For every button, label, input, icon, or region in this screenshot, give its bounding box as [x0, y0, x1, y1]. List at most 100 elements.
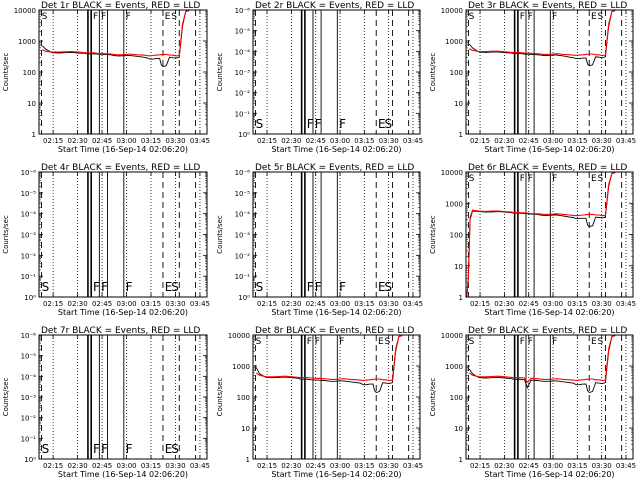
marker-letter: S	[469, 174, 475, 184]
y-tick-label: 1000	[445, 200, 463, 208]
marker-letter: F	[339, 280, 346, 294]
x-tick-label: 02:30	[494, 300, 514, 308]
x-tick-label: 03:15	[567, 137, 587, 145]
marker-letter: F	[339, 337, 344, 347]
x-axis-label: Start Time (16-Sep-14 02:06:20)	[58, 308, 188, 317]
x-tick-label: 02:30	[494, 137, 514, 145]
plot-frame	[252, 9, 421, 135]
x-tick-label: 03:15	[567, 462, 587, 470]
x-tick-label: 02:15	[43, 137, 63, 145]
y-tick-label: 10⁻¹	[235, 273, 251, 281]
y-tick-label: 100	[450, 394, 463, 402]
marker-letter: S	[598, 174, 604, 184]
y-tick-label: 10	[454, 263, 463, 271]
y-tick-label: 10⁻⁶	[235, 169, 251, 177]
y-tick-label: 100	[237, 394, 250, 402]
panel-det-7: Det 7r BLACK = Events, RED = LLD Counts/s…	[2, 326, 210, 479]
marker-letter: F	[307, 280, 314, 294]
y-tick-label: 100	[450, 69, 463, 77]
x-tick-label: 02:45	[519, 137, 539, 145]
y-tick-label: 10⁻⁶	[21, 169, 37, 177]
x-axis-label: Start Time (16-Sep-14 02:06:20)	[271, 145, 401, 154]
y-tick-label: 1	[459, 456, 463, 464]
marker-letter: E	[378, 117, 386, 131]
panel-det-4: Det 4r BLACK = Events, RED = LLD Counts/s…	[2, 163, 210, 317]
marker-letter: E	[378, 280, 386, 294]
marker-letter: S	[256, 117, 264, 131]
x-axis-label: Start Time (16-Sep-14 02:06:20)	[484, 145, 614, 154]
y-tick-label: 10⁻⁵	[21, 353, 37, 361]
y-axis-label: Counts/sec	[429, 378, 437, 417]
x-axis-label: Start Time (16-Sep-14 02:06:20)	[271, 470, 401, 479]
marker-letter: S	[385, 117, 393, 131]
y-tick-label: 10⁻⁵	[235, 28, 251, 36]
y-tick-label: 10	[454, 425, 463, 433]
x-tick-label: 03:30	[592, 137, 612, 145]
plot-frame	[252, 334, 421, 460]
panel-title: Det 2r BLACK = Events, RED = LLD	[255, 1, 414, 11]
plot-frame	[465, 334, 634, 460]
x-tick-label: 03:15	[354, 300, 374, 308]
marker-letter: E	[591, 12, 597, 22]
x-tick-label: 02:15	[257, 137, 277, 145]
y-tick-label: 1	[459, 294, 463, 302]
x-tick-label: 02:45	[306, 137, 326, 145]
y-tick-label: 10⁻⁴	[235, 48, 251, 56]
panel-det-5: Det 5r BLACK = Events, RED = LLD Counts/s…	[216, 163, 423, 317]
x-tick-label: 03:00	[543, 462, 563, 470]
x-tick-label: 03:15	[354, 462, 374, 470]
marker-letter: S	[42, 442, 50, 456]
y-tick-label: 1000	[18, 38, 36, 46]
y-tick-label: 10⁻¹	[235, 110, 251, 118]
y-axis-label: Counts/sec	[429, 215, 437, 254]
marker-letter: F	[552, 337, 557, 347]
y-tick-label: 10000	[14, 7, 36, 15]
marker-letter: F	[101, 442, 108, 456]
x-tick-label: 03:00	[116, 137, 136, 145]
x-tick-label: 02:30	[281, 462, 301, 470]
panel-title: Det 1r BLACK = Events, RED = LLD	[41, 1, 200, 11]
x-tick-label: 02:30	[68, 300, 88, 308]
x-tick-label: 03:30	[165, 300, 185, 308]
x-tick-label: 02:45	[519, 462, 539, 470]
y-axis-label: Counts/sec	[2, 378, 10, 417]
marker-letter: E	[591, 337, 597, 347]
x-tick-label: 03:30	[165, 137, 185, 145]
y-tick-label: 10⁻⁴	[21, 373, 37, 381]
y-tick-label: 10⁰	[238, 294, 250, 302]
plot-frame	[465, 9, 634, 135]
y-tick-label: 10⁻²	[235, 252, 251, 260]
x-tick-label: 03:45	[190, 300, 210, 308]
marker-letter: S	[171, 12, 177, 22]
y-tick-label: 10⁻⁴	[21, 211, 37, 219]
series-lld-line	[468, 10, 616, 57]
x-tick-label: 02:45	[306, 300, 326, 308]
x-tick-label: 03:00	[543, 137, 563, 145]
marker-letter: F	[126, 280, 133, 294]
marker-letter: F	[307, 337, 312, 347]
marker-letter: S	[42, 12, 48, 22]
x-tick-label: 02:15	[257, 462, 277, 470]
y-tick-label: 10⁻⁵	[235, 190, 251, 198]
panel-det-8: Det 8r BLACK = Events, RED = LLD Counts/s…	[216, 326, 423, 479]
marker-letter: F	[307, 117, 314, 131]
marker-letter: S	[42, 280, 50, 294]
marker-letter: E	[378, 337, 384, 347]
marker-letter: F	[528, 174, 533, 184]
x-tick-label: 02:30	[281, 300, 301, 308]
marker-letter: F	[315, 117, 322, 131]
marker-letter: F	[528, 12, 533, 22]
y-tick-label: 10	[27, 100, 36, 108]
series-events-line	[41, 10, 190, 67]
marker-letter: S	[598, 337, 604, 347]
x-tick-label: 02:30	[281, 137, 301, 145]
x-tick-label: 02:30	[68, 462, 88, 470]
x-tick-label: 03:45	[403, 137, 423, 145]
marker-letter: F	[93, 12, 98, 22]
x-tick-label: 03:45	[616, 300, 636, 308]
y-tick-label: 10⁻²	[21, 252, 37, 260]
y-tick-label: 1000	[445, 38, 463, 46]
y-axis-label: Counts/sec	[2, 53, 10, 92]
marker-letter: E	[165, 12, 171, 22]
marker-letter: F	[315, 280, 322, 294]
